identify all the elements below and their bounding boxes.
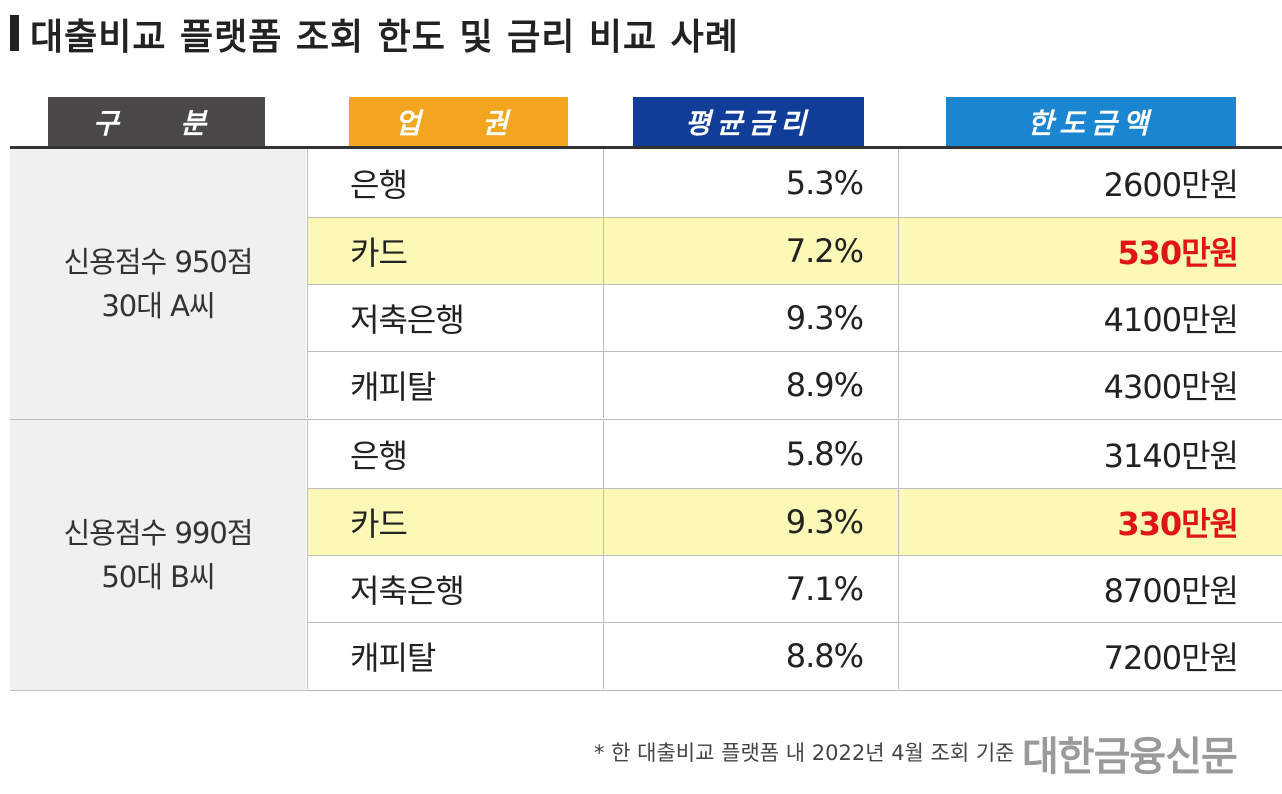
- publisher-logo: 대한금융신문: [1022, 734, 1238, 780]
- header-limit-label: 한도금액: [1027, 106, 1155, 140]
- group-label: 신용점수 990점 50대 B씨: [10, 420, 306, 690]
- table-row: 은행 5.3% 2600만원: [307, 149, 1282, 217]
- limit-cell: 4100만원: [898, 285, 1282, 351]
- header-avg-rate-label: 평균금리: [684, 106, 813, 140]
- group-label: 신용점수 950점 30대 A씨: [10, 149, 306, 419]
- table-top-rule: [10, 146, 1282, 149]
- group-label-score: 신용점수 950점: [63, 245, 254, 279]
- rate-cell: 8.9%: [603, 352, 898, 418]
- rate-cell: 8.8%: [603, 623, 898, 689]
- rate-cell: 9.3%: [603, 285, 898, 351]
- rate-cell: 7.2%: [603, 218, 898, 284]
- group-label-person: 50대 B씨: [101, 560, 215, 594]
- limit-cell: 8700만원: [898, 556, 1282, 622]
- rate-cell: 5.8%: [603, 420, 898, 488]
- group-rows: 은행 5.3% 2600만원 카드 7.2% 530만원 저축은행 9.3% 4…: [307, 149, 1282, 419]
- footnote: * 한 대출비교 플랫폼 내 2022년 4월 조회 기준: [594, 741, 1015, 765]
- header-category: 구 분: [48, 97, 265, 146]
- header-sector-label: 업 권: [394, 106, 523, 140]
- table-row-highlighted: 카드 7.2% 530만원: [307, 217, 1282, 284]
- header-limit: 한도금액: [946, 97, 1236, 146]
- table-row: 저축은행 9.3% 4100만원: [307, 284, 1282, 351]
- limit-cell-highlighted: 530만원: [898, 218, 1282, 284]
- comparison-table: 신용점수 950점 30대 A씨 은행 5.3% 2600만원 카드 7.2% …: [10, 149, 1282, 691]
- sector-cell: 캐피탈: [307, 352, 603, 418]
- table-row: 저축은행 7.1% 8700만원: [307, 555, 1282, 622]
- sector-cell: 저축은행: [307, 285, 603, 351]
- table-row: 은행 5.8% 3140만원: [307, 420, 1282, 488]
- rate-cell: 9.3%: [603, 489, 898, 555]
- rate-cell: 5.3%: [603, 149, 898, 217]
- header-category-label: 구 분: [92, 106, 221, 140]
- page-title: 대출비교 플랫폼 조회 한도 및 금리 비교 사례: [30, 17, 739, 58]
- sector-cell: 은행: [307, 420, 603, 488]
- group-a: 신용점수 950점 30대 A씨 은행 5.3% 2600만원 카드 7.2% …: [10, 149, 1282, 420]
- sector-cell: 카드: [307, 489, 603, 555]
- group-label-person: 30대 A씨: [101, 289, 215, 323]
- limit-cell: 2600만원: [898, 149, 1282, 217]
- limit-cell: 7200만원: [898, 623, 1282, 689]
- sector-cell: 저축은행: [307, 556, 603, 622]
- sector-cell: 카드: [307, 218, 603, 284]
- sector-cell: 은행: [307, 149, 603, 217]
- table-row: 캐피탈 8.8% 7200만원: [307, 622, 1282, 689]
- limit-cell: 4300만원: [898, 352, 1282, 418]
- title-accent-bar: [10, 15, 19, 51]
- group-rows: 은행 5.8% 3140만원 카드 9.3% 330만원 저축은행 7.1% 8…: [307, 420, 1282, 690]
- header-sector: 업 권: [349, 97, 568, 146]
- group-b: 신용점수 990점 50대 B씨 은행 5.8% 3140만원 카드 9.3% …: [10, 420, 1282, 691]
- sector-cell: 캐피탈: [307, 623, 603, 689]
- table-row-highlighted: 카드 9.3% 330만원: [307, 488, 1282, 555]
- rate-cell: 7.1%: [603, 556, 898, 622]
- limit-cell: 3140만원: [898, 420, 1282, 488]
- group-label-score: 신용점수 990점: [63, 516, 254, 550]
- limit-cell-highlighted: 330만원: [898, 489, 1282, 555]
- header-avg-rate: 평균금리: [633, 97, 864, 146]
- table-row: 캐피탈 8.9% 4300만원: [307, 351, 1282, 418]
